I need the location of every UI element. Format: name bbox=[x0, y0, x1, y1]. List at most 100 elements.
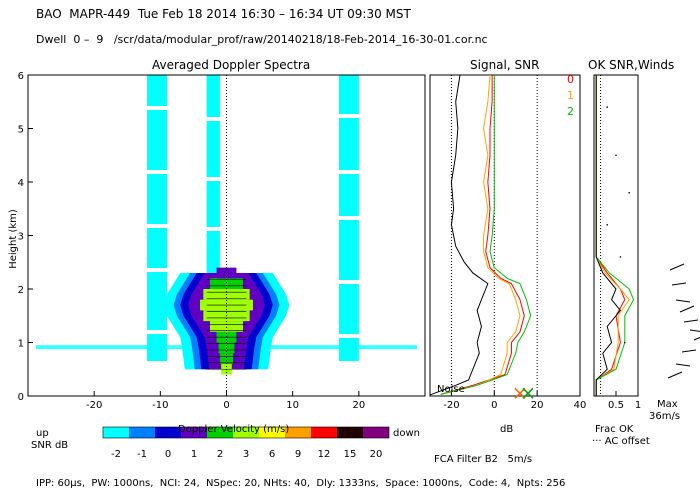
noise-band-seg bbox=[206, 75, 220, 94]
ok-x-tick-label: 1 bbox=[635, 400, 641, 411]
noise-band-seg bbox=[338, 118, 359, 135]
colorbar-cell bbox=[285, 427, 311, 438]
noise-band-seg bbox=[147, 81, 167, 96]
ok-xlabel: Frac OK bbox=[595, 424, 634, 435]
ok-dot bbox=[619, 256, 622, 258]
signal-xlabel: dB bbox=[500, 424, 514, 435]
wind-barb bbox=[683, 319, 699, 323]
footer-params: IPP: 60μs, PW: 1000ns, NCI: 24, NSpec: 2… bbox=[36, 478, 566, 489]
noise-band-seg bbox=[147, 129, 167, 143]
noise-band-seg bbox=[147, 334, 167, 343]
y-tick-label: 4 bbox=[18, 178, 24, 189]
x-marker bbox=[522, 387, 534, 399]
noise-band-seg bbox=[206, 237, 220, 252]
wind-barb bbox=[675, 363, 691, 367]
core-cell bbox=[219, 353, 234, 364]
noise-band-seg bbox=[206, 231, 220, 237]
noise-band-seg bbox=[338, 220, 359, 239]
colorbar-frame bbox=[102, 426, 390, 439]
colorbar-cell bbox=[363, 427, 389, 438]
core-cell bbox=[209, 278, 244, 289]
ok-xlabel2: ··· AC offset bbox=[592, 436, 650, 447]
noise-band-seg bbox=[338, 322, 359, 334]
noise-band-seg bbox=[147, 235, 167, 251]
x-tick-label: 0 bbox=[223, 400, 229, 411]
signal-x-tick-label: 20 bbox=[531, 400, 544, 411]
noise-band-seg bbox=[147, 297, 167, 316]
noise-band-seg bbox=[338, 174, 359, 185]
noise-band-seg bbox=[206, 200, 220, 216]
noise-band-seg bbox=[206, 252, 220, 262]
ok-series-1 bbox=[595, 75, 630, 396]
noise-band-seg bbox=[147, 316, 167, 330]
ok-dot bbox=[615, 154, 617, 157]
x-tick-label: -10 bbox=[152, 400, 168, 411]
legend-1: 1 bbox=[567, 89, 574, 102]
noise-band-seg bbox=[147, 195, 167, 212]
noise-band-seg bbox=[338, 75, 359, 93]
noise-band-seg bbox=[147, 272, 167, 287]
signal-series-0 bbox=[440, 75, 525, 395]
noise-band-seg bbox=[206, 152, 220, 160]
colorbar-cell bbox=[311, 427, 337, 438]
y-tick-label: 5 bbox=[18, 125, 24, 136]
noise-band-seg bbox=[147, 251, 167, 262]
heatmap-xlabel: Doppler Velocity (m/s) bbox=[178, 424, 290, 435]
noise-band-seg bbox=[338, 191, 359, 206]
colorbar-label: 2 bbox=[217, 449, 223, 460]
x-marker bbox=[514, 387, 526, 399]
colorbar-label: 0 bbox=[165, 449, 171, 460]
colorbar-cell bbox=[337, 427, 363, 438]
max-value: 36m/s bbox=[649, 411, 681, 422]
noise-band-seg bbox=[338, 284, 359, 297]
colorbar: -2 -1 0 1 2 3 6 9 12 15 20 bbox=[102, 426, 390, 460]
noise-band-seg bbox=[147, 174, 167, 187]
max-label: Max bbox=[657, 399, 678, 410]
wind-barb bbox=[693, 336, 700, 341]
signal-frame bbox=[429, 74, 581, 397]
signal-series-2 bbox=[440, 75, 532, 395]
noise-band-seg bbox=[206, 216, 220, 227]
colorbar-up: up bbox=[36, 428, 49, 439]
ok-snr-winds-panel: 0.5 1 bbox=[593, 74, 700, 411]
noise-band-seg bbox=[338, 185, 359, 191]
colorbar-cell bbox=[103, 427, 129, 438]
ok-x-tick-label: 0.5 bbox=[608, 400, 624, 411]
ok-dot bbox=[606, 106, 608, 108]
wind-barb bbox=[675, 299, 691, 303]
colorbar-cell bbox=[259, 427, 285, 438]
ok-dot bbox=[606, 224, 608, 226]
noise-band-seg bbox=[338, 305, 359, 322]
noise-band-seg bbox=[338, 93, 359, 106]
ok-dot bbox=[624, 341, 626, 344]
noise-band-seg bbox=[338, 135, 359, 147]
wind-barb bbox=[689, 329, 700, 332]
colorbar-cell bbox=[207, 427, 233, 438]
signal-snr-panel: -20 0 20 40 bbox=[429, 74, 587, 411]
signal-series-signal bbox=[429, 74, 489, 396]
colorbar-label: 9 bbox=[295, 449, 301, 460]
ok-series-0 bbox=[595, 75, 626, 396]
y-tick-label: 1 bbox=[18, 339, 24, 350]
fca-filter: FCA Filter B2 5m/s bbox=[434, 454, 533, 465]
x-tick-label: 10 bbox=[286, 400, 299, 411]
signal-x-tick-label: 40 bbox=[574, 400, 587, 411]
colorbar-cell bbox=[155, 427, 181, 438]
signal-x-tick-label: -20 bbox=[443, 400, 459, 411]
header-title: BAO MAPR-449 Tue Feb 18 2014 16:30 – 16:… bbox=[36, 7, 411, 21]
noise-band-seg bbox=[147, 75, 167, 81]
ok-dot bbox=[628, 191, 630, 194]
core-cell bbox=[209, 321, 244, 332]
noise-band-seg bbox=[147, 187, 167, 195]
noise-band-seg bbox=[147, 228, 167, 235]
noise-band-seg bbox=[206, 139, 220, 152]
signal-series-1 bbox=[440, 74, 521, 395]
noise-band-seg bbox=[338, 154, 359, 170]
wind-barb bbox=[679, 305, 695, 313]
noise-band-seg bbox=[338, 239, 359, 253]
colorbar-cell bbox=[181, 427, 207, 438]
noise-band-seg bbox=[147, 110, 167, 129]
ok-series-2 bbox=[595, 75, 635, 396]
header-path: Dwell 0 – 9 /scr/data/modular_prof/raw/2… bbox=[36, 33, 488, 46]
